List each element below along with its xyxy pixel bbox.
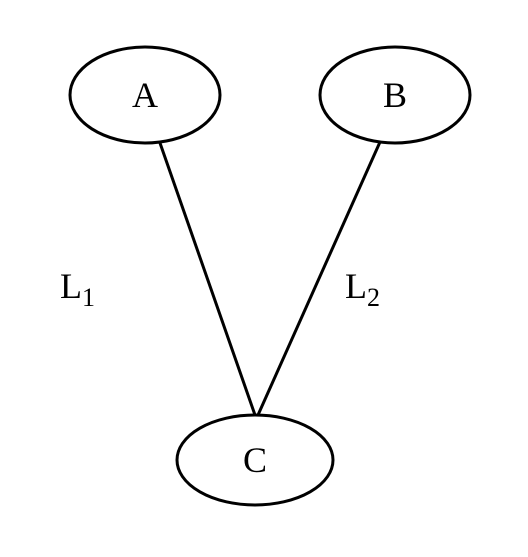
node-label-c: C [243,439,267,481]
node-label-b: B [383,74,407,116]
edge-label-l1-base: L [60,266,82,306]
edge-label-l2: L2 [345,265,380,313]
edge-label-l2-base: L [345,266,367,306]
edge-label-l1-sub: 1 [82,283,95,312]
edge-label-l1: L1 [60,265,95,313]
edge-label-l2-sub: 2 [367,283,380,312]
edge-l1 [160,143,255,415]
diagram-canvas: A B C L1 L2 [0,0,528,557]
node-label-a: A [132,74,158,116]
